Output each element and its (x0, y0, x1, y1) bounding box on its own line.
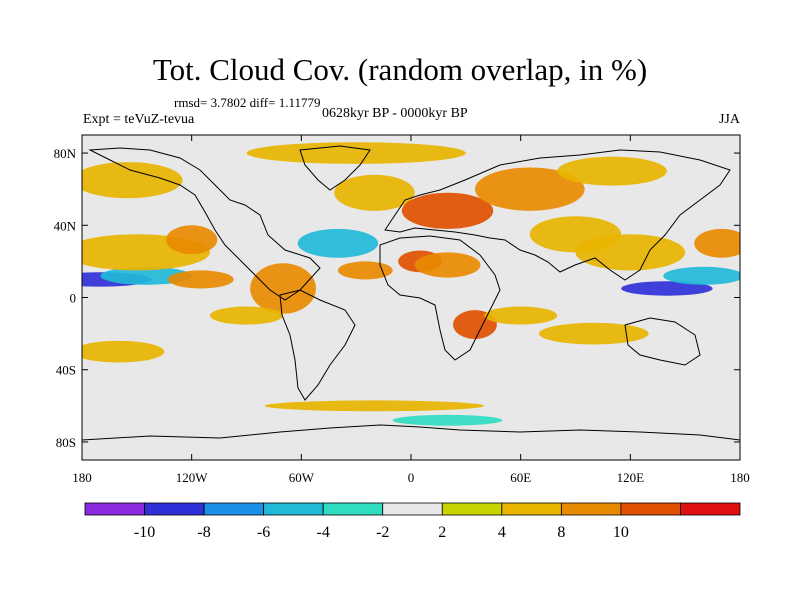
colorbar-swatch (84, 502, 145, 516)
x-tick-label: 60W (289, 470, 315, 485)
x-tick-label: 120W (176, 470, 209, 485)
anomaly-region-23 (538, 322, 649, 345)
x-tick-label: 0 (408, 470, 415, 485)
anomaly-region-14 (474, 167, 585, 211)
chart-stats: rmsd= 3.7802 diff= 1.11779 (174, 95, 321, 110)
colorbar-label: 4 (498, 524, 506, 541)
colorbar-swatch (560, 502, 622, 516)
colorbar-label: -4 (317, 524, 330, 541)
anomaly-region-22 (694, 228, 740, 258)
anomaly-region-5 (250, 263, 316, 314)
anomaly-region-19 (621, 281, 713, 296)
colorbar-swatch (382, 502, 443, 516)
anomaly-region-3 (166, 225, 218, 255)
anomaly-region-18 (484, 306, 558, 325)
coastlines (82, 145, 740, 441)
coastline-eurasia (384, 149, 731, 281)
experiment-label: Expt = teVuZ-tevua (83, 112, 195, 127)
coastline-australia (624, 317, 701, 366)
x-tick-label: 180 (730, 470, 750, 485)
y-tick-label: 40S (56, 363, 76, 378)
anomaly-region-4 (167, 270, 234, 289)
colorbar-swatch (680, 502, 741, 516)
anomaly-region-7 (337, 261, 393, 280)
anomaly-region-24 (82, 340, 165, 363)
anomaly-region-21 (575, 234, 686, 271)
y-tick-label: 80S (56, 435, 76, 450)
colorbar-label: -2 (376, 524, 389, 541)
map-axes: 180 120W 60W 0 60E 120E 180 80N 40N 0 40S 80S (54, 135, 750, 485)
anomaly-region-15 (557, 156, 667, 186)
colorbar-swatch (620, 502, 681, 516)
anomaly-region-13 (414, 252, 481, 278)
coastline-antarctica (82, 424, 740, 441)
colorbar-label: -6 (257, 524, 270, 541)
map-panel (81, 134, 741, 461)
anomaly-region-6 (297, 228, 379, 258)
anomaly-region-27 (392, 414, 503, 426)
anomaly-region-26 (264, 400, 485, 412)
colorbar-swatch (441, 502, 503, 516)
period-label: 0628kyr BP - 0000kyr BP (322, 106, 468, 121)
colorbar-swatch (322, 502, 384, 516)
y-tick-label: 40N (54, 218, 77, 233)
colorbar-swatch (203, 502, 265, 516)
anomaly-region-20 (663, 266, 740, 285)
colorbar-swatch (144, 502, 205, 516)
x-tick-label: 120E (617, 470, 645, 485)
anomaly-region-9 (246, 142, 466, 164)
colorbar-label: 10 (613, 524, 629, 541)
season-label: JJA (718, 112, 740, 127)
colorbar-label: 8 (557, 524, 565, 541)
anomaly-field (82, 142, 740, 426)
x-tick-label: 180 (72, 470, 92, 485)
chart-title: Tot. Cloud Cov. (random overlap, in %) (152, 52, 648, 87)
colorbar-label: -10 (134, 524, 155, 541)
anomaly-region-25 (209, 306, 284, 325)
y-tick-label: 80N (54, 146, 77, 161)
y-tick-label: 0 (70, 291, 77, 306)
colorbar-swatch (501, 502, 562, 516)
colorbar: -10 -8 -6 -4 -2 2 4 8 10 (84, 502, 741, 541)
colorbar-swatch (263, 502, 324, 516)
coastline-greenland (299, 145, 371, 191)
coastline-africa (379, 235, 501, 361)
colorbar-label: 2 (438, 524, 446, 541)
anomaly-region-11 (401, 192, 494, 229)
x-tick-label: 60E (510, 470, 531, 485)
colorbar-label: -8 (197, 524, 210, 541)
anomaly-region-10 (82, 162, 183, 199)
anomaly-region-8 (334, 174, 415, 211)
coastline-south-america (279, 289, 356, 401)
